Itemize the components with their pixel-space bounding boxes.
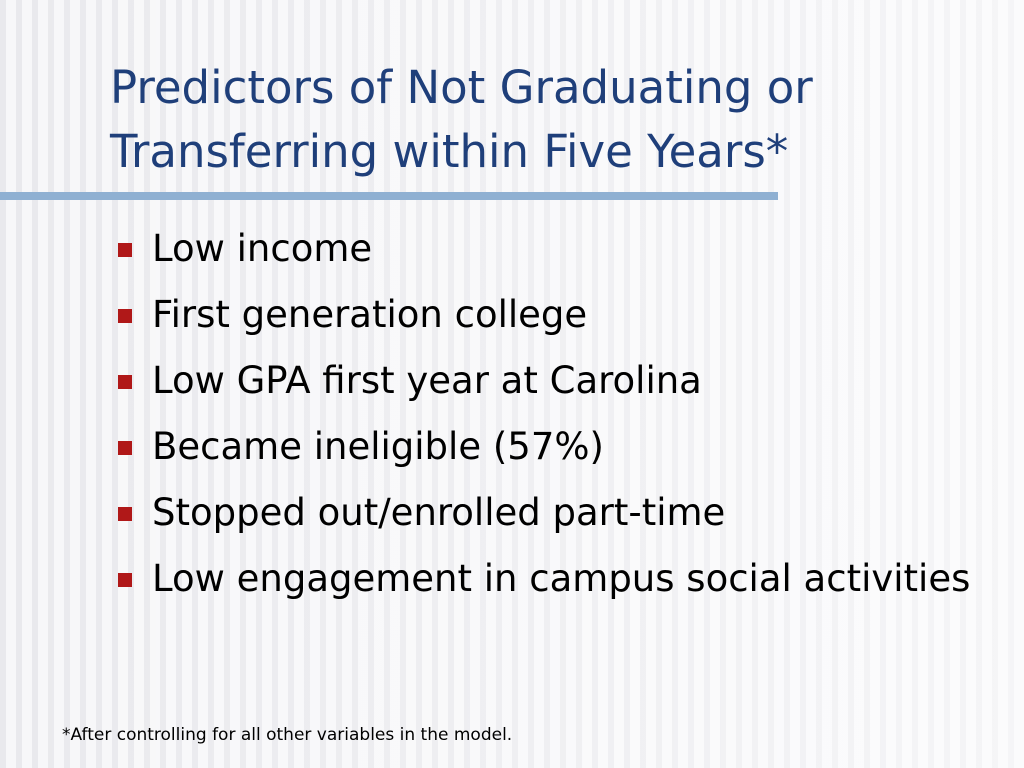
bullet-text: Low engagement in campus social activiti…	[152, 557, 971, 600]
square-bullet-icon	[118, 375, 132, 389]
square-bullet-icon	[118, 309, 132, 323]
square-bullet-icon	[118, 441, 132, 455]
bullet-item: First generation college	[115, 288, 995, 342]
bullet-item: Low engagement in campus social activiti…	[115, 552, 995, 606]
footnote: *After controlling for all other variabl…	[62, 725, 513, 745]
bullet-item: Low GPA first year at Carolina	[115, 354, 995, 408]
bullet-text: Stopped out/enrolled part-time	[152, 491, 726, 534]
square-bullet-icon	[118, 243, 132, 257]
bullet-list: Low income First generation college Low …	[115, 222, 995, 618]
slide-title-line-2: Transferring within Five Years*	[110, 125, 789, 178]
slide-title-line-1: Predictors of Not Graduating or	[110, 61, 813, 114]
bullet-item: Low income	[115, 222, 995, 276]
bullet-item: Stopped out/enrolled part-time	[115, 486, 995, 540]
bullet-text: Low income	[152, 227, 373, 270]
slide-title: Predictors of Not Graduating or Transfer…	[110, 56, 990, 184]
bullet-item: Became ineligible (57%)	[115, 420, 995, 474]
bullet-text: First generation college	[152, 293, 588, 336]
title-divider	[0, 192, 778, 200]
bullet-text: Low GPA first year at Carolina	[152, 359, 702, 402]
square-bullet-icon	[118, 507, 132, 521]
bullet-text: Became ineligible (57%)	[152, 425, 604, 468]
square-bullet-icon	[118, 573, 132, 587]
